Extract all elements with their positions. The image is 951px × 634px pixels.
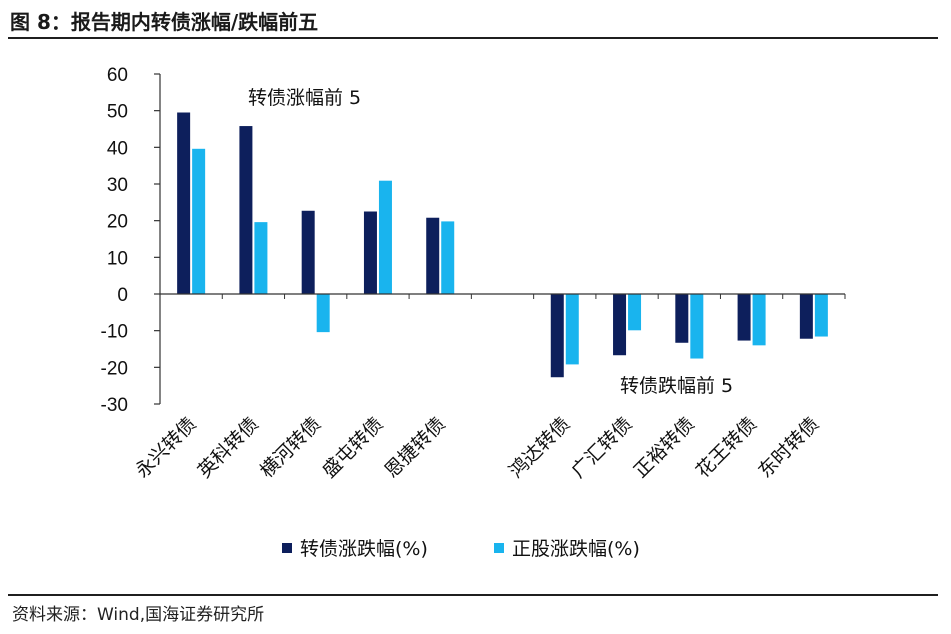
category-label: 盛屯转债 [318, 413, 387, 482]
y-tick-label: -10 [101, 322, 128, 343]
legend-label: 正股涨跌幅(%) [512, 538, 640, 560]
y-tick-label: 50 [107, 102, 128, 123]
legend: 转债涨跌幅(%) 正股涨跌幅(%) [282, 538, 640, 560]
bar-stock [690, 294, 704, 359]
bar-stock [254, 222, 268, 294]
bar-convertible [550, 294, 564, 378]
category-label: 英科转债 [194, 413, 263, 482]
bar-stock [565, 294, 579, 365]
bar-convertible [737, 294, 751, 341]
title-rule [8, 37, 938, 39]
bar-convertible [177, 112, 191, 294]
bar-convertible [301, 210, 315, 294]
bar-stock [814, 294, 828, 337]
y-tick-label: 60 [107, 65, 128, 86]
source-note: 资料来源：Wind,国海证券研究所 [12, 605, 265, 625]
legend-swatch [282, 543, 292, 553]
figure-title: 图 8：报告期内转债涨幅/跌幅前五 [10, 10, 319, 34]
bar-stock [192, 148, 206, 294]
y-axis: 60 50 40 30 20 10 0 -10 -20 -30 [101, 65, 161, 416]
source-rule [8, 594, 938, 596]
bar-convertible [239, 126, 253, 294]
bars [177, 112, 828, 378]
category-label: 花王转债 [692, 413, 761, 482]
category-label: 横河转债 [256, 413, 325, 482]
bar-stock [628, 294, 642, 331]
y-tick-label: -30 [101, 395, 128, 416]
bar-convertible [799, 294, 813, 339]
category-label: 鸿达转债 [505, 413, 574, 482]
y-tick-label: 30 [107, 175, 128, 196]
annotation-top-gainers: 转债涨幅前 5 [248, 87, 361, 109]
bar-stock [316, 294, 330, 333]
bar-stock [752, 294, 766, 346]
bar-convertible [675, 294, 689, 343]
bar-stock [441, 221, 455, 294]
category-label: 正裕转债 [630, 413, 699, 482]
category-label: 恩捷转债 [380, 413, 449, 482]
x-axis [159, 293, 846, 299]
y-tick-label: -20 [101, 358, 128, 379]
annotation-top-losers: 转债跌幅前 5 [620, 375, 733, 397]
y-tick-label: 0 [117, 285, 128, 306]
bar-chart: 60 50 40 30 20 10 0 -10 -20 -30 永兴转债英科转债横河转债盛屯转债恩… [101, 65, 846, 560]
bar-convertible [613, 294, 627, 356]
bar-stock [378, 180, 392, 294]
bar-convertible [426, 217, 440, 294]
category-label: 东时转债 [754, 413, 823, 482]
y-tick-label: 10 [107, 248, 128, 269]
y-tick-label: 20 [107, 212, 128, 233]
legend-swatch [494, 543, 504, 553]
category-label: 永兴转债 [131, 413, 200, 482]
bar-convertible [363, 211, 377, 294]
legend-label: 转债涨跌幅(%) [300, 538, 428, 560]
y-tick-label: 40 [107, 138, 128, 159]
category-label: 广汇转债 [567, 413, 636, 482]
